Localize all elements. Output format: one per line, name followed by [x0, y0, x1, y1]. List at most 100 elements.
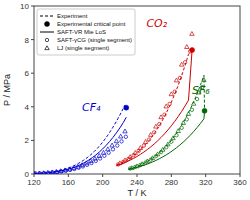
triangle-point	[191, 101, 195, 105]
x-tick-label: 120	[27, 178, 41, 187]
legend-label: Experimental critical point	[57, 21, 126, 27]
y-tick	[31, 6, 34, 7]
triangle-point	[130, 166, 134, 170]
circle-point	[111, 148, 114, 151]
triangle-point	[161, 147, 165, 151]
triangle-point	[149, 132, 153, 136]
x-tick-label: 160	[62, 178, 76, 187]
triangle-point	[84, 161, 88, 165]
legend-handle	[45, 22, 50, 27]
triangle-point	[171, 136, 175, 140]
triangle-point	[166, 142, 170, 146]
circle-point	[124, 135, 127, 138]
triangle-point	[118, 161, 122, 165]
y-tick	[31, 73, 34, 74]
triangle-point	[186, 112, 190, 116]
circle-point	[168, 102, 171, 105]
solid-line	[34, 117, 126, 173]
circle-point	[173, 90, 176, 93]
legend: ExperimentExperimental critical pointSAF…	[37, 9, 135, 55]
triangle-point	[76, 164, 80, 168]
y-tick-label: 0	[25, 170, 30, 179]
triangle-point	[110, 143, 114, 147]
x-tick	[171, 174, 172, 177]
circle-point	[147, 138, 150, 141]
triangle-point	[145, 159, 149, 163]
dashed-line	[116, 50, 192, 165]
triangle-point	[50, 170, 54, 174]
critical-point	[124, 105, 129, 110]
triangle-point	[176, 129, 180, 133]
x-tick	[68, 174, 69, 177]
y-tick	[31, 174, 34, 175]
triangle-point	[118, 134, 122, 138]
triangle-point	[123, 158, 127, 162]
circle-point	[163, 113, 166, 116]
triangle-point	[159, 115, 163, 119]
triangle-point	[143, 140, 147, 144]
triangle-point	[140, 162, 144, 166]
triangle-point	[114, 139, 118, 143]
legend-handle	[40, 32, 54, 33]
triangle-point	[37, 171, 41, 174]
triangle-point	[41, 171, 45, 174]
circle-point	[107, 151, 110, 154]
x-tick	[205, 174, 206, 177]
legend-label: Experiment	[57, 13, 88, 19]
triangle-point	[34, 171, 37, 174]
solid-line	[128, 111, 204, 170]
x-tick	[102, 174, 103, 177]
legend-label: LJ (single segment)	[57, 45, 109, 51]
circle-point	[175, 134, 178, 137]
triangle-point	[80, 163, 84, 167]
critical-point	[202, 108, 207, 113]
y-tick	[31, 39, 34, 40]
triangle-point	[150, 156, 154, 160]
solid-line	[116, 50, 192, 166]
triangle-point	[97, 153, 101, 157]
triangle-point	[67, 167, 71, 171]
y-tick-label: 2	[25, 136, 30, 145]
triangle-point	[46, 170, 50, 174]
triangle-point	[93, 156, 97, 160]
compound-label: SF₆	[192, 84, 210, 97]
triangle-point	[106, 147, 110, 151]
triangle-point	[155, 152, 159, 156]
background	[0, 0, 250, 200]
plot-frame	[34, 6, 240, 174]
triangle-point	[181, 121, 185, 125]
triangle-point	[179, 62, 183, 66]
triangle-point	[154, 124, 158, 128]
triangle-point	[133, 150, 137, 154]
circle-point	[195, 97, 198, 100]
x-tick	[240, 174, 241, 177]
circle-point	[142, 144, 145, 147]
circle-point	[120, 140, 123, 143]
y-tick-label: 4	[25, 103, 30, 112]
circle-point	[158, 122, 161, 125]
y-tick-label: 6	[25, 69, 30, 78]
triangle-point	[190, 32, 194, 36]
triangle-point	[88, 159, 92, 163]
y-tick	[31, 106, 34, 107]
x-tick-label: 360	[233, 178, 247, 187]
legend-handle	[45, 38, 48, 41]
legend-box	[37, 9, 135, 55]
circle-point	[180, 126, 183, 129]
triangle-point	[54, 169, 58, 173]
triangle-point	[63, 168, 67, 172]
triangle-point	[174, 78, 178, 82]
triangle-point	[71, 166, 75, 170]
triangle-point	[101, 150, 105, 154]
triangle-point	[138, 146, 142, 150]
x-tick-label: 280	[165, 178, 179, 187]
compound-label: CF₄	[82, 101, 101, 114]
compound-label: CO₂	[146, 17, 167, 30]
chart: 1201602002402803203600246810T / KP / MPa…	[0, 0, 250, 200]
circle-point	[183, 61, 186, 64]
circle-point	[116, 144, 119, 147]
circle-point	[190, 108, 193, 111]
triangle-point	[202, 78, 206, 82]
x-axis-label: T / K	[128, 188, 147, 198]
triangle-point	[128, 155, 132, 159]
